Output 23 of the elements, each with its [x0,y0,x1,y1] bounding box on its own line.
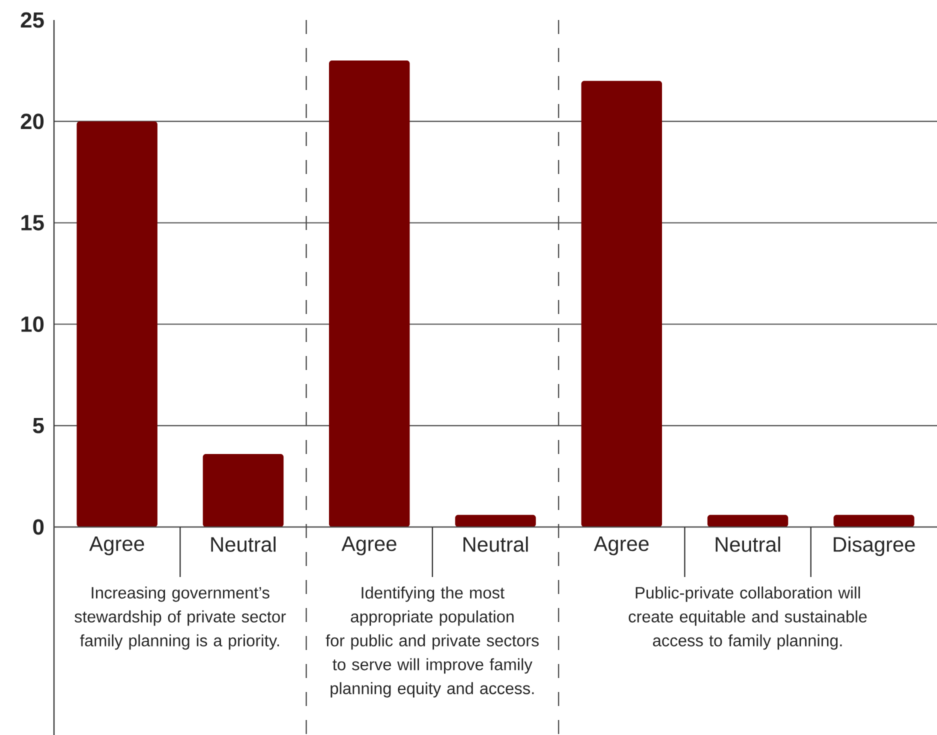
bar [707,514,788,527]
y-tick-label: 10 [21,316,44,332]
bar [202,454,284,527]
x-tick-label: Neutral [716,536,780,552]
x-tick-label: Agree [89,536,144,556]
x-tick-label: Agree [341,536,396,556]
text: Public-private collaboration will create equitable and sustainable access to family planning. [628,586,867,650]
y-tick-label: 5 [32,418,44,434]
bar [581,80,662,527]
x-tick-label: Neutral [211,536,276,552]
text: Increasing government’s stewardship of private sector family planning is a priority. [74,586,286,650]
y-tick-label: 20 [20,114,44,130]
x-tick-label: Neutral [464,536,528,552]
bar [455,514,536,527]
y-tick-label: 15 [21,215,44,230]
bar [834,514,914,527]
y-tick-label: 25 [20,12,44,28]
x-tick-label: Disagree [834,536,915,556]
bar [328,60,410,527]
x-tick-label: Agree [594,536,649,556]
text: Identifying the most appropriate population for public and private sectors to serve will improve family planning equity and access. [326,586,539,698]
y-tick-label: 0 [33,519,44,535]
bar [76,121,158,527]
